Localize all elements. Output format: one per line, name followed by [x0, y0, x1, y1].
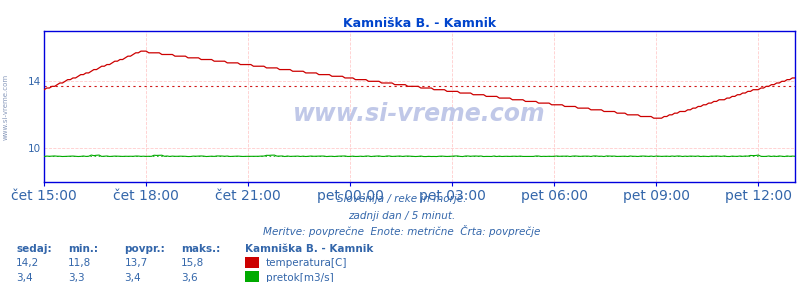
Text: 3,4: 3,4 [124, 273, 141, 282]
Text: pretok[m3/s]: pretok[m3/s] [265, 273, 333, 282]
Text: maks.:: maks.: [180, 244, 220, 254]
Text: Slovenija / reke in morje.: Slovenija / reke in morje. [336, 194, 466, 204]
Text: 3,4: 3,4 [16, 273, 33, 282]
Text: www.si-vreme.com: www.si-vreme.com [293, 102, 545, 126]
Text: 11,8: 11,8 [68, 259, 91, 268]
Text: zadnji dan / 5 minut.: zadnji dan / 5 minut. [347, 211, 455, 221]
Text: temperatura[C]: temperatura[C] [265, 259, 346, 268]
Text: 13,7: 13,7 [124, 259, 148, 268]
Text: min.:: min.: [68, 244, 98, 254]
Text: www.si-vreme.com: www.si-vreme.com [2, 74, 9, 140]
Text: sedaj:: sedaj: [16, 244, 51, 254]
Text: 3,3: 3,3 [68, 273, 85, 282]
Text: povpr.:: povpr.: [124, 244, 165, 254]
Text: Meritve: povprečne  Enote: metrične  Črta: povprečje: Meritve: povprečne Enote: metrične Črta:… [262, 226, 540, 237]
Text: 15,8: 15,8 [180, 259, 204, 268]
Text: 14,2: 14,2 [16, 259, 39, 268]
Text: 3,6: 3,6 [180, 273, 197, 282]
Text: Kamniška B. - Kamnik: Kamniška B. - Kamnik [245, 244, 373, 254]
Title: Kamniška B. - Kamnik: Kamniška B. - Kamnik [342, 17, 496, 30]
